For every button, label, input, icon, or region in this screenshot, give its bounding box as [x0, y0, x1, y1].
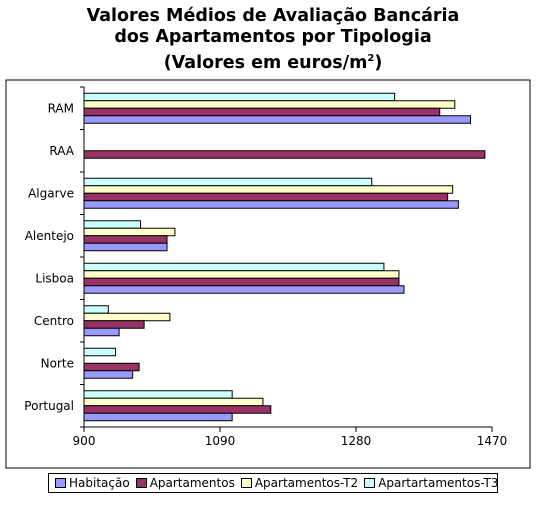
bar-ram-2 — [83, 107, 441, 117]
bar-norte-2 — [83, 362, 140, 372]
chart-title-line-1: Valores Médios de Avaliação Bancária — [86, 6, 460, 26]
bar-centro-4 — [83, 305, 109, 314]
bar-lisboa-2 — [83, 277, 400, 287]
category-label: Lisboa — [35, 271, 74, 285]
bar-centro-1 — [83, 327, 120, 337]
bar-portugal-4 — [83, 390, 233, 399]
bar-centro-3 — [83, 312, 171, 322]
legend-swatch — [364, 478, 376, 488]
bar-lisboa-4 — [83, 262, 385, 272]
bar-ram-3 — [83, 100, 456, 109]
legend-swatch — [240, 478, 252, 488]
bar-lisboa-3 — [83, 270, 400, 279]
bar-centro-2 — [83, 320, 145, 329]
bar-algarve-4 — [83, 177, 373, 187]
x-tick-label: 1470 — [477, 434, 508, 448]
plot-area — [84, 87, 492, 427]
bar-alentejo-2 — [83, 235, 168, 244]
legend-item: Habitação — [55, 476, 130, 490]
bar-alentejo-3 — [83, 227, 176, 237]
bar-portugal-1 — [83, 412, 233, 422]
bar-norte-1 — [83, 370, 134, 379]
legend: Habitação Apartamentos Apartamentos-T2 Apar… — [48, 473, 498, 493]
legend-swatch — [135, 478, 147, 488]
bar-chart: RAM RAA Algarve Alentejo Lisboa Centro Norte Po… — [5, 79, 531, 469]
bar-raa-2 — [83, 150, 486, 159]
chart-title: Valores Médios de Avaliação Bancária dos… — [0, 6, 546, 74]
x-tick-label: 900 — [73, 434, 96, 448]
bar-norte-4 — [83, 347, 116, 357]
bar-ram-1 — [83, 115, 472, 124]
bar-algarve-1 — [83, 200, 459, 209]
category-label: Alentejo — [25, 229, 74, 243]
category-label: Centro — [34, 314, 74, 328]
legend-item: Apartamentos — [135, 476, 235, 490]
category-label: Norte — [41, 356, 74, 370]
bar-portugal-2 — [83, 405, 272, 414]
legend-label: Apartamentos-T2 — [254, 476, 359, 490]
chart-title-line-3: (Valores em euros/m2) — [163, 52, 383, 73]
category-label: Portugal — [24, 399, 74, 413]
legend-label: Habitação — [69, 476, 130, 490]
bar-lisboa-1 — [83, 285, 405, 294]
category-label: RAM — [48, 101, 74, 115]
bar-ram-4 — [83, 92, 396, 102]
legend-item: Apartartamentos-T3 — [364, 476, 498, 490]
category-label: Algarve — [28, 186, 74, 200]
bar-algarve-2 — [83, 192, 449, 202]
category-label: RAA — [49, 144, 74, 158]
bar-portugal-3 — [83, 397, 264, 407]
legend-swatch — [55, 478, 66, 488]
legend-label: Apartamentos — [149, 476, 235, 490]
legend-item: Apartamentos-T2 — [240, 476, 359, 490]
bar-algarve-3 — [83, 185, 454, 194]
chart-title-line-2: dos Apartamentos por Tipologia — [114, 27, 432, 47]
bar-alentejo-1 — [83, 242, 168, 252]
bar-alentejo-4 — [83, 220, 142, 229]
legend-label: Apartartamentos-T3 — [378, 476, 498, 490]
x-tick-label: 1280 — [341, 434, 372, 448]
x-tick-label: 1090 — [205, 434, 236, 448]
